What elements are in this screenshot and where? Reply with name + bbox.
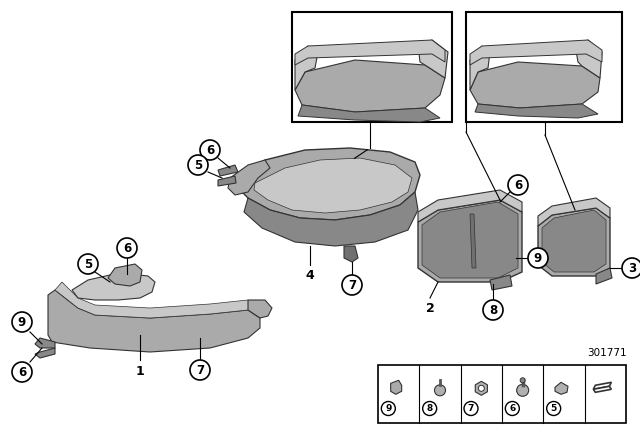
- Polygon shape: [418, 190, 522, 222]
- Polygon shape: [55, 282, 260, 318]
- Polygon shape: [295, 40, 445, 65]
- Text: 5: 5: [550, 404, 557, 413]
- Polygon shape: [218, 165, 238, 176]
- Polygon shape: [108, 264, 142, 286]
- Text: 1: 1: [136, 365, 145, 378]
- Text: 3: 3: [628, 262, 636, 275]
- Polygon shape: [218, 176, 236, 186]
- Text: 5: 5: [84, 258, 92, 271]
- Polygon shape: [470, 40, 602, 65]
- Text: 6: 6: [509, 404, 515, 413]
- Circle shape: [422, 401, 436, 415]
- Polygon shape: [298, 105, 440, 122]
- Polygon shape: [295, 60, 445, 112]
- Text: 2: 2: [426, 302, 435, 315]
- Circle shape: [508, 175, 528, 195]
- Text: 5: 5: [194, 159, 202, 172]
- Text: 9: 9: [534, 251, 542, 264]
- Polygon shape: [35, 348, 55, 358]
- Circle shape: [464, 401, 478, 415]
- Polygon shape: [538, 198, 610, 226]
- Circle shape: [117, 238, 137, 258]
- Text: 4: 4: [306, 269, 314, 282]
- Polygon shape: [35, 338, 55, 348]
- Polygon shape: [476, 381, 488, 395]
- Polygon shape: [418, 200, 522, 282]
- Circle shape: [200, 140, 220, 160]
- Polygon shape: [390, 380, 402, 394]
- Text: 8: 8: [426, 404, 433, 413]
- Circle shape: [478, 385, 484, 391]
- Polygon shape: [470, 46, 490, 90]
- Circle shape: [190, 360, 210, 380]
- Polygon shape: [235, 148, 420, 220]
- Polygon shape: [418, 40, 448, 78]
- Circle shape: [435, 385, 445, 396]
- Circle shape: [528, 248, 548, 268]
- Circle shape: [78, 254, 98, 274]
- FancyBboxPatch shape: [466, 12, 622, 122]
- Polygon shape: [490, 275, 512, 290]
- Circle shape: [381, 401, 396, 415]
- Text: 7: 7: [468, 404, 474, 413]
- Text: 9: 9: [18, 315, 26, 328]
- Polygon shape: [228, 160, 270, 195]
- Polygon shape: [593, 386, 611, 392]
- Polygon shape: [575, 40, 602, 78]
- Polygon shape: [596, 268, 612, 284]
- Circle shape: [12, 362, 32, 382]
- Polygon shape: [295, 46, 318, 90]
- Text: 6: 6: [514, 178, 522, 191]
- Polygon shape: [470, 62, 600, 108]
- Polygon shape: [542, 210, 606, 272]
- Circle shape: [520, 378, 525, 383]
- Circle shape: [622, 258, 640, 278]
- FancyBboxPatch shape: [378, 365, 626, 423]
- Polygon shape: [344, 246, 358, 262]
- Text: 6: 6: [18, 366, 26, 379]
- Circle shape: [188, 155, 208, 175]
- Polygon shape: [470, 214, 476, 268]
- Circle shape: [516, 384, 529, 396]
- Polygon shape: [254, 158, 412, 213]
- Text: 6: 6: [123, 241, 131, 254]
- Text: 6: 6: [206, 143, 214, 156]
- Text: 9: 9: [385, 404, 392, 413]
- Polygon shape: [593, 382, 611, 389]
- Text: 301771: 301771: [588, 348, 627, 358]
- Polygon shape: [538, 208, 610, 276]
- Polygon shape: [244, 192, 418, 246]
- Circle shape: [342, 275, 362, 295]
- Polygon shape: [248, 300, 272, 318]
- Polygon shape: [555, 382, 568, 394]
- Text: 8: 8: [489, 303, 497, 316]
- Polygon shape: [72, 274, 155, 300]
- Circle shape: [547, 401, 561, 415]
- Circle shape: [483, 300, 503, 320]
- Text: 7: 7: [196, 363, 204, 376]
- Polygon shape: [475, 104, 598, 118]
- Circle shape: [12, 312, 32, 332]
- FancyBboxPatch shape: [292, 12, 452, 122]
- Text: 7: 7: [348, 279, 356, 292]
- Circle shape: [506, 401, 519, 415]
- Polygon shape: [422, 202, 518, 278]
- Polygon shape: [48, 290, 260, 352]
